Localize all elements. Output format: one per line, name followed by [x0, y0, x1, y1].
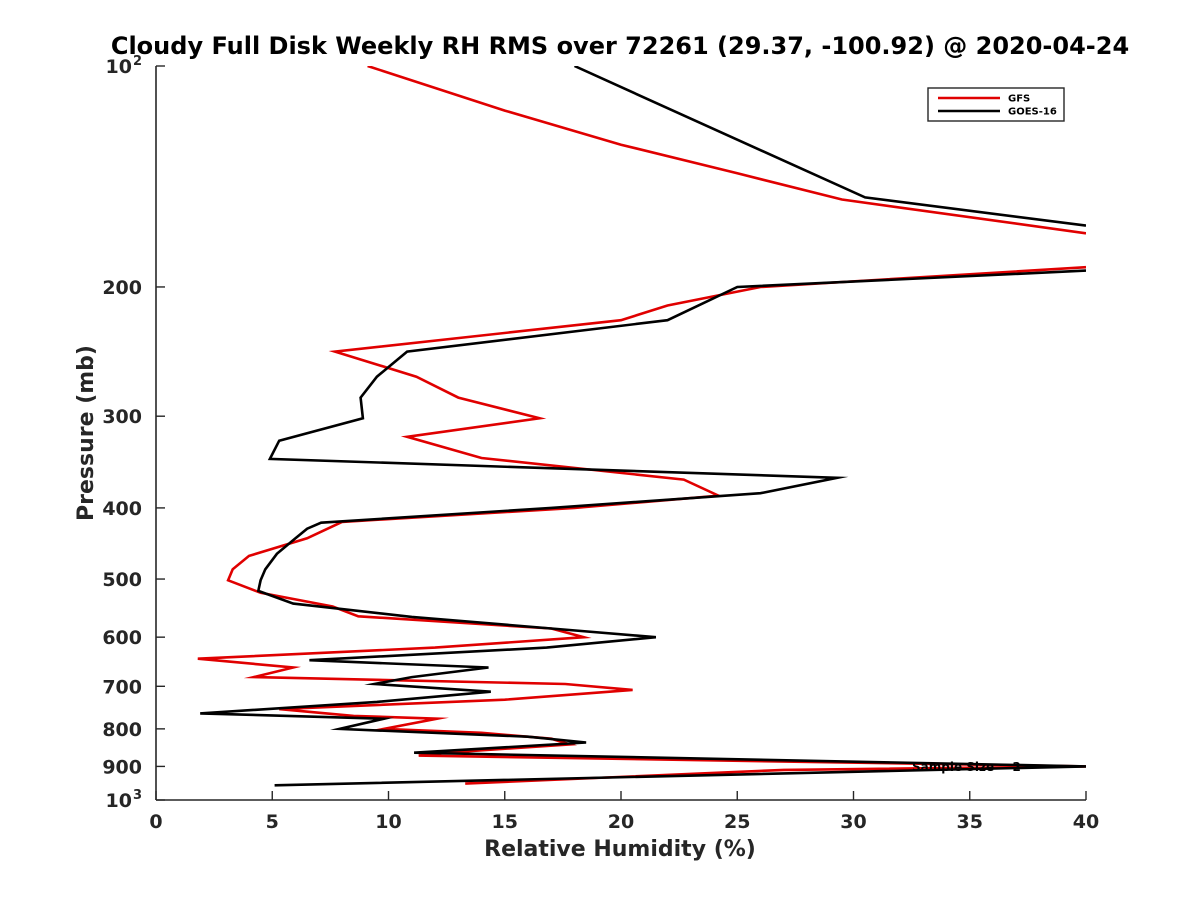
x-tick-label-25: 25 [724, 811, 750, 833]
series-goes-16-line-2 [200, 269, 1086, 787]
y-tick-label-200: 200 [102, 277, 142, 299]
y-tick-label-600: 600 [102, 627, 142, 649]
x-tick-label-30: 30 [840, 811, 866, 833]
y-tick-label-400: 400 [102, 498, 142, 520]
x-tick-label-5: 5 [266, 811, 279, 833]
y-tick-label-1000: 10 [106, 790, 132, 812]
chart-title: Cloudy Full Disk Weekly RH RMS over 7226… [111, 32, 1129, 60]
x-tick-label-20: 20 [608, 811, 634, 833]
y-tick-label-exp-100: 2 [133, 54, 142, 69]
legend: GFS GOES-16 [927, 87, 1065, 122]
x-tick-label-10: 10 [375, 811, 401, 833]
x-axis-label: Relative Humidity (%) [484, 837, 756, 862]
series-gfs-line-1 [367, 66, 1086, 235]
x-tick-label-40: 40 [1073, 811, 1099, 833]
series-gfs-line-2 [197, 265, 1086, 785]
x-tick-label-15: 15 [492, 811, 518, 833]
legend-label-goes-16: GOES-16 [1008, 107, 1057, 118]
y-tick-label-exp-1000: 3 [133, 788, 142, 803]
legend-box [927, 87, 1065, 122]
y-tick-label-700: 700 [102, 676, 142, 698]
plot-lines [197, 66, 1086, 787]
series-goes-16-line-1 [573, 66, 1086, 227]
series-group [197, 66, 1086, 787]
y-tick-label-500: 500 [102, 569, 142, 591]
legend-label-gfs: GFS [1008, 94, 1030, 105]
x-tick-label-0: 0 [149, 811, 162, 833]
x-tick-label-35: 35 [957, 811, 983, 833]
y-tick-label-100: 10 [106, 56, 132, 78]
y-tick-label-900: 900 [102, 756, 142, 778]
y-tick-label-800: 800 [102, 719, 142, 741]
y-axis-label: Pressure (mb) [74, 345, 99, 521]
sample-size-annotation: Sample Size = 2 [912, 760, 1021, 774]
y-tick-label-300: 300 [102, 406, 142, 428]
